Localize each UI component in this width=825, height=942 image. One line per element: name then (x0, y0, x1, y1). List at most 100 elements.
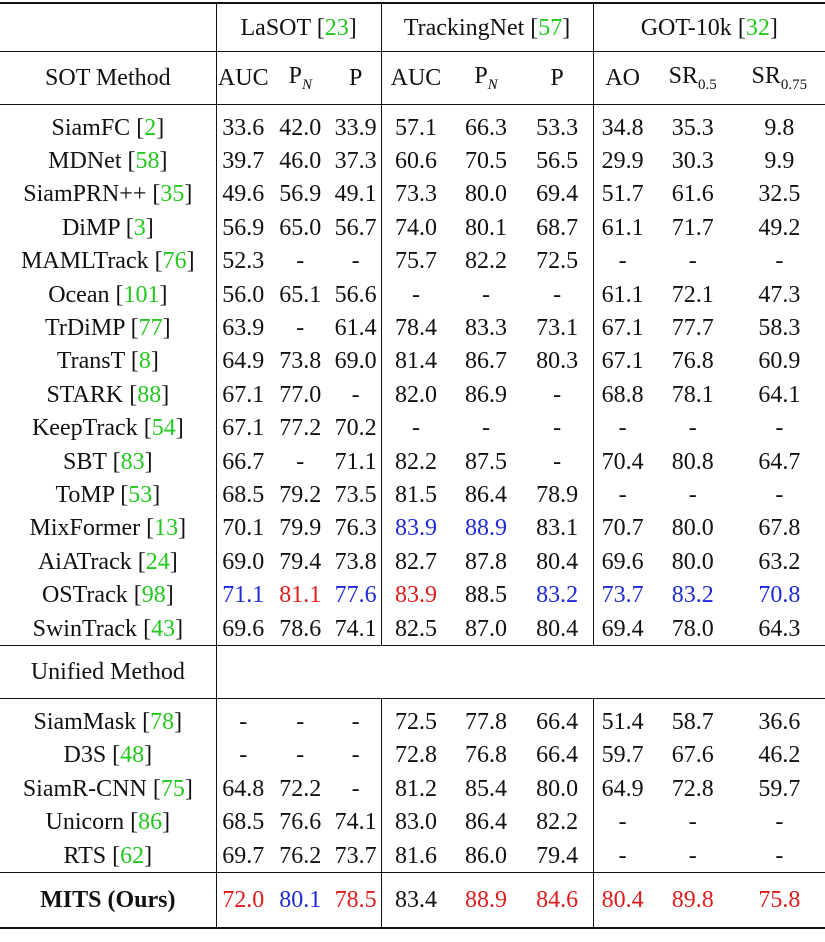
method-name-cell: MITS (Ours) (0, 872, 217, 930)
method-ref: 101 (123, 281, 160, 308)
method-name-cell: ToMP [53] (55, 481, 161, 508)
method-ref: 77 (138, 315, 163, 342)
method-name-cell: TransT [8] (56, 348, 159, 375)
metric-cell: 49.6 (215, 177, 270, 212)
metric-cell: 82.2 (380, 444, 451, 479)
ref-got10k: 32 (745, 14, 770, 41)
method-name-cell: TrDiMP [77] (45, 315, 171, 342)
method-name-cell: SiamFC [2] (0, 104, 217, 145)
metric-cell: 79.4 (279, 548, 322, 575)
metric-cell: 86.4 (465, 481, 507, 508)
table-row: RTS [62] 69.7 76.2 73.7 81.6 86.0 79.4- - - (0, 838, 825, 873)
method-ref: 2 (144, 114, 157, 141)
table-row: DiMP [3] 56.9 65.0 56.7 74.0 80.1 68.7 61.1 71.7… (0, 211, 825, 245)
got10k-sr075-header: SR0.75 (733, 51, 825, 105)
metric-cell: - (296, 742, 305, 769)
metric-cell: 83.4 (380, 872, 451, 930)
metric-cell: 76.8 (671, 348, 714, 375)
dataset-header-row: LaSOT [23] TrackingNet [57] GOT-10k [32] (0, 2, 825, 52)
metric-cell: 76.2 (279, 842, 322, 869)
metric-cell: 89.8 (651, 872, 734, 930)
metric-cell: 36.6 (733, 698, 825, 739)
metric-cell: 67.1 (215, 411, 270, 445)
metric-cell: 68.5 (215, 478, 270, 512)
metric-cell: - (592, 478, 652, 512)
table-row: SiamFC [2] 33.6 42.0 33.9 57.1 66.3 53.3 34.8 35… (0, 104, 825, 145)
method-ref: 83 (120, 448, 145, 475)
method-name-cell: D3S [48] (63, 742, 153, 769)
method-ref: 3 (133, 214, 146, 241)
metric-cell: 80.8 (671, 448, 714, 475)
metric-cell: 69.6 (215, 611, 270, 646)
metric-cell: 60.6 (380, 144, 451, 178)
table-row: SiamPRN++ [35] 49.6 56.9 49.1 73.3 80.0 69.4 51… (0, 177, 825, 212)
method-name: SwinTrack (32, 615, 138, 642)
metric-cell: 78.5 (330, 872, 382, 930)
metric-cell: 88.9 (465, 515, 507, 542)
metric-cell: 73.7 (592, 578, 652, 612)
metric-cell: 83.9 (380, 511, 451, 546)
method-name: MDNet (48, 148, 122, 175)
metric-cell: 78.6 (279, 615, 322, 642)
metric-cell: 70.8 (758, 582, 801, 609)
metric-cell: 63.9 (215, 311, 270, 345)
trackingnet-auc-header: AUC (380, 51, 451, 105)
metric-cell: - (592, 411, 652, 445)
method-name-cell: Ocean [101] (48, 281, 168, 308)
table-row: TrDiMP [77] 63.9- 61.4 78.4 83.3 73.1 67.1 77.7… (0, 311, 825, 345)
metric-cell: 81.4 (380, 344, 451, 379)
method-name-cell: MAMLTrack [76] (21, 248, 195, 275)
metric-cell: 84.6 (521, 872, 594, 930)
method-name: SiamPRN++ (23, 181, 147, 208)
metric-cell: 53.3 (521, 104, 594, 145)
metric-cell: 77.6 (334, 582, 377, 609)
metric-cell: 72.2 (279, 775, 322, 802)
method-name: ToMP (55, 481, 115, 508)
metric-cell: 85.4 (465, 775, 507, 802)
metric-cell: 68.5 (215, 805, 270, 839)
table-row: KeepTrack [54] 67.1 77.2 70.2- - - - - - (0, 411, 825, 445)
dataset-got10k: GOT-10k [32] (592, 2, 825, 52)
metric-cell: 86.4 (465, 809, 507, 836)
metric-cell: 42.0 (269, 104, 331, 145)
method-name-cell: RTS [62] (63, 842, 153, 869)
table-row: SiamR-CNN [75] 64.8 72.2 -81.2 85.4 80.0 64.9 7… (0, 772, 825, 806)
metric-cell: 76.8 (465, 742, 507, 769)
metric-cell: 66.4 (521, 698, 594, 739)
metric-cell: - (215, 698, 270, 739)
table-row: AiATrack [24] 69.0 79.4 73.8 82.7 87.8 80.4 69.… (0, 545, 825, 579)
metric-cell: 61.1 (592, 277, 652, 312)
method-name: Ocean (48, 281, 110, 308)
method-name-cell: SiamMask [78] (0, 698, 217, 739)
metric-cell: 80.1 (465, 214, 507, 241)
metric-cell: 71.1 (334, 448, 377, 475)
metric-cell: - (296, 448, 305, 475)
metric-cell: 80.0 (671, 515, 714, 542)
metric-cell: 83.2 (536, 582, 579, 609)
metric-cell: 80.0 (536, 775, 579, 802)
unified-section-row: Unified Method (0, 645, 825, 699)
table-row: MixFormer [13] 70.1 79.9 76.3 83.9 88.9 83.1 70… (0, 511, 825, 546)
metric-cell: 60.9 (758, 348, 801, 375)
metric-header-row: SOT Method AUC PN P AUC PN P AO SR0.5 SR… (0, 51, 825, 105)
method-name-cell: SwinTrack [43] (32, 615, 184, 642)
metric-cell: - (296, 248, 305, 275)
metric-cell: 88.5 (465, 582, 507, 609)
metric-cell: 63.2 (758, 548, 801, 575)
metric-cell: 82.0 (380, 378, 451, 412)
metric-cell: 58.3 (758, 315, 801, 342)
metric-cell: 69.4 (592, 611, 652, 646)
metric-cell: 67.1 (215, 378, 270, 412)
method-name: MITS (Ours) (40, 887, 176, 914)
metric-cell: 46.2 (758, 742, 801, 769)
table-row: ToMP [53] 68.5 79.2 73.5 81.5 86.4 78.9- - - (0, 478, 825, 512)
metric-cell: 80.3 (536, 348, 579, 375)
metric-cell: 69.7 (215, 838, 270, 873)
dataset-trackingnet: TrackingNet [57] (380, 2, 594, 52)
metric-cell: 70.4 (592, 444, 652, 479)
metric-cell: 49.2 (758, 214, 801, 241)
ref-trackingnet: 57 (538, 14, 563, 41)
metric-cell: - (553, 415, 562, 442)
metric-cell: - (553, 448, 562, 475)
metric-cell: 9.9 (764, 148, 795, 175)
